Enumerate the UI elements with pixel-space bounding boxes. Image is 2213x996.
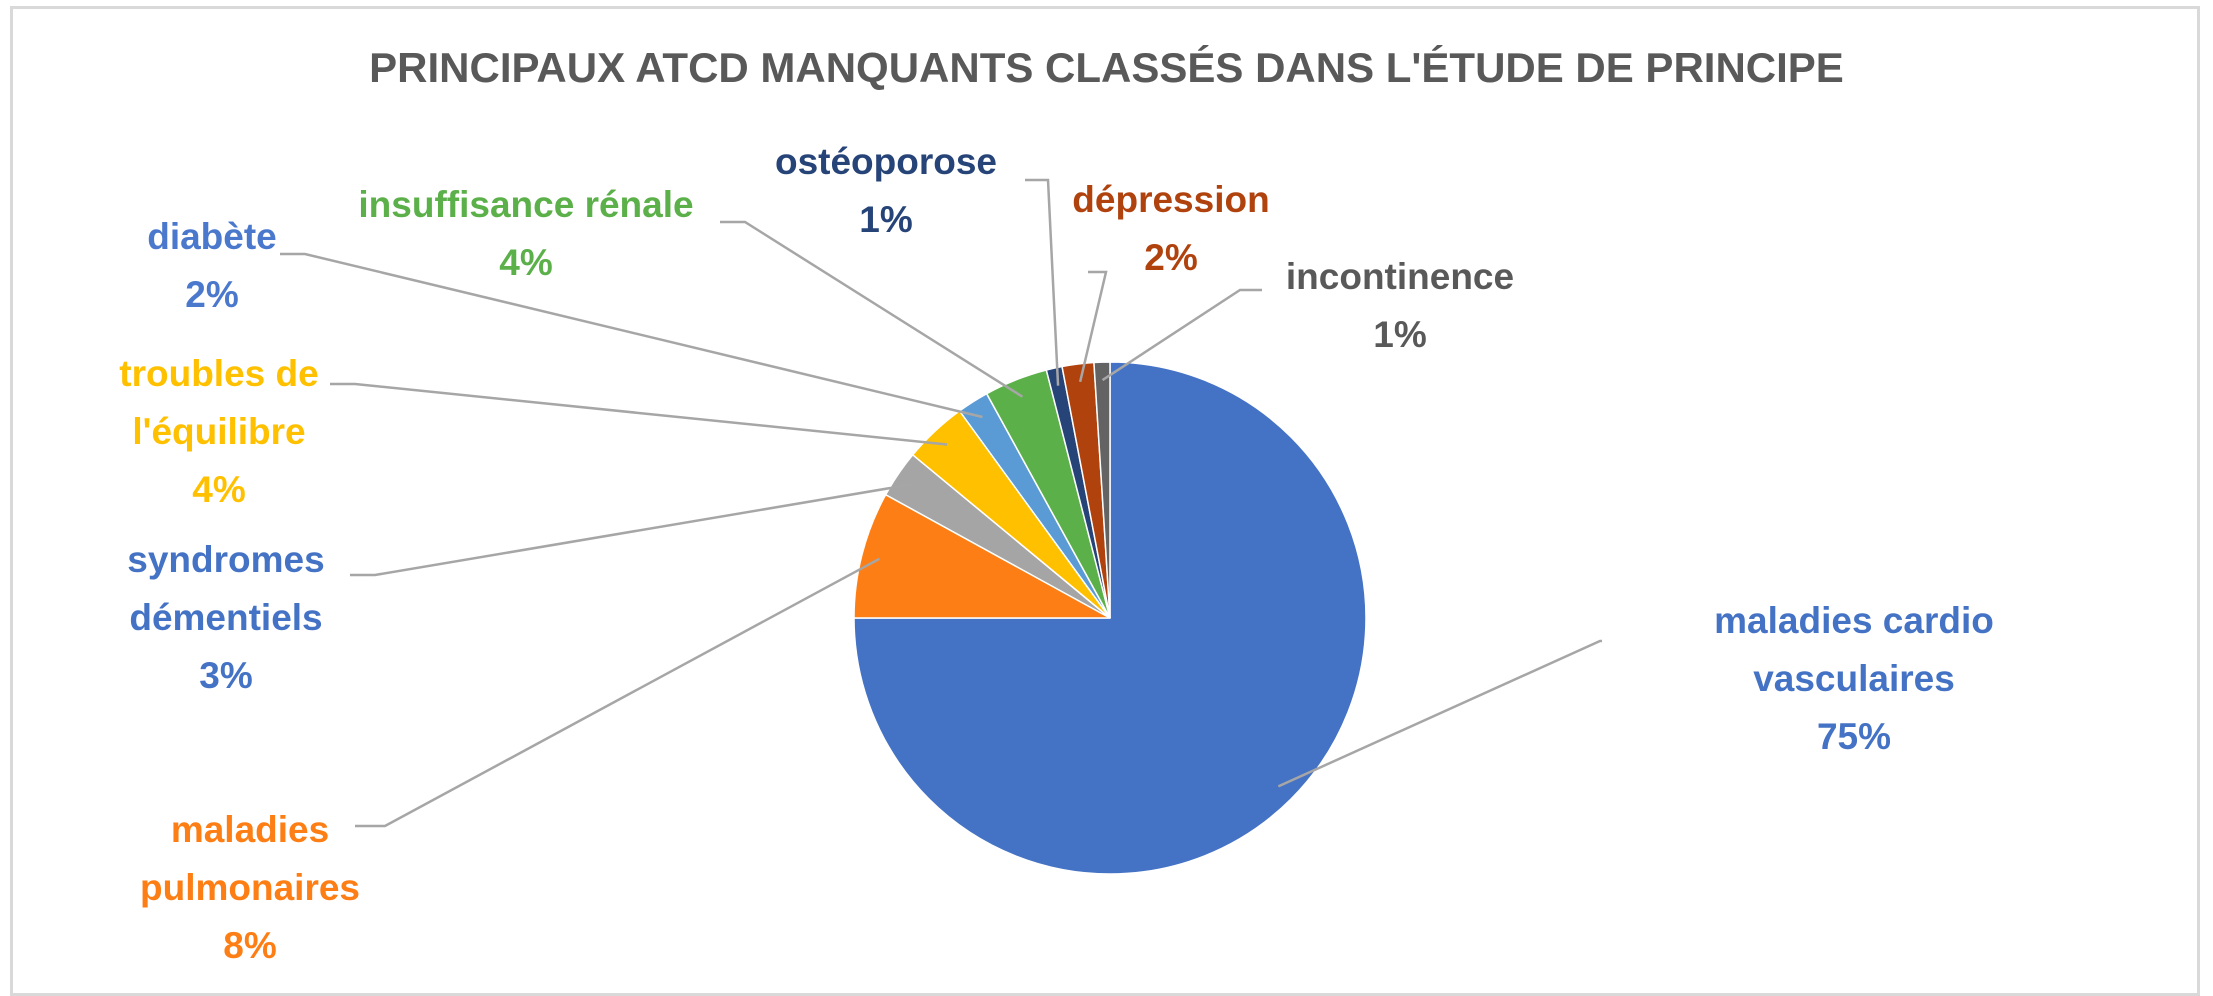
label-value: 75% — [1816, 716, 1892, 757]
leader-line — [280, 252, 983, 419]
data-label: incontinence 1% — [1250, 248, 1550, 364]
label-name: diabète — [147, 216, 277, 257]
data-label: maladies cardio vasculaires 75% — [1684, 592, 2024, 766]
leader-line — [330, 382, 948, 446]
data-label: troubles de l'équilibre 4% — [79, 345, 359, 519]
label-name: maladies cardio vasculaires — [1714, 600, 1994, 699]
label-name: maladies pulmonaires — [140, 809, 360, 908]
label-name: insuffisance rénale — [358, 184, 694, 225]
label-name: syndromes démentiels — [127, 539, 325, 638]
leader-line — [1025, 178, 1060, 386]
pie-slice — [853, 493, 1111, 619]
label-value: 2% — [1144, 237, 1198, 278]
leader-line — [355, 557, 880, 828]
label-value: 4% — [192, 469, 246, 510]
leader-line — [1277, 639, 1602, 788]
label-value: 3% — [199, 655, 253, 696]
label-value: 8% — [223, 925, 277, 966]
label-name: incontinence — [1285, 256, 1515, 297]
data-label: diabète 2% — [102, 208, 322, 324]
data-label: syndromes démentiels 3% — [86, 531, 366, 705]
data-label: maladies pulmonaires 8% — [120, 801, 380, 975]
leader-line — [1078, 270, 1108, 383]
chart-title: PRINCIPAUX ATCD MANQUANTS CLASSÉS DANS L… — [369, 44, 1844, 91]
data-label: dépression 2% — [1041, 171, 1301, 287]
label-name: dépression — [1072, 179, 1270, 220]
leader-line — [720, 220, 1024, 398]
pie-slice — [853, 361, 1367, 875]
leader-line — [350, 482, 914, 577]
label-name: ostéoporose — [774, 141, 998, 182]
label-value: 2% — [185, 274, 239, 315]
data-label: insuffisance rénale 4% — [326, 176, 726, 292]
label-value: 4% — [499, 242, 553, 283]
label-value: 1% — [1373, 314, 1427, 355]
leader-line — [1101, 288, 1262, 382]
pie-slice — [1093, 361, 1111, 619]
data-label: ostéoporose 1% — [736, 133, 1036, 249]
label-value: 1% — [859, 199, 913, 240]
label-name: troubles de l'équilibre — [119, 353, 319, 452]
